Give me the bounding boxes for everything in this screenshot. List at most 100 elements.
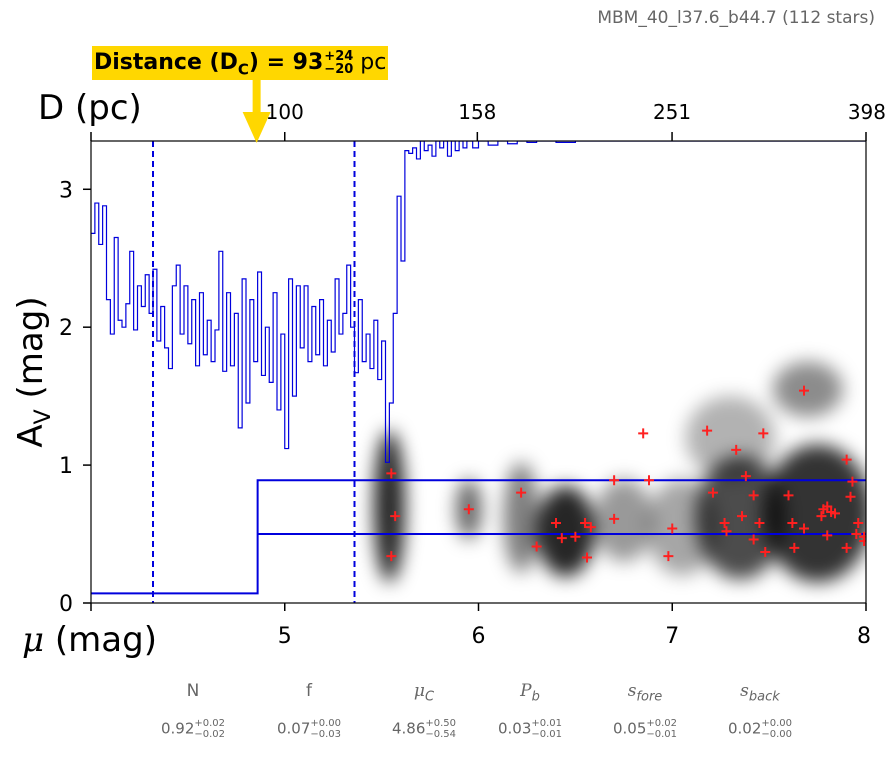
top-tick-label-2: 251 bbox=[653, 100, 691, 124]
y-tick-label-0: 0 bbox=[59, 592, 73, 617]
star-point-31 bbox=[787, 518, 798, 529]
density-blob-8 bbox=[772, 361, 843, 417]
model-upper-line bbox=[91, 479, 866, 595]
param-name: sback bbox=[740, 681, 780, 705]
step-profile bbox=[91, 141, 866, 463]
x-tick-label-6: 6 bbox=[472, 624, 486, 649]
star-point-37 bbox=[822, 501, 833, 512]
x-axis-label: μ (mag) bbox=[22, 620, 157, 660]
star-point-30 bbox=[783, 490, 794, 501]
star-point-48 bbox=[859, 531, 866, 542]
param-value: 0.05 +0.02 −0.01 bbox=[612, 718, 678, 740]
star-point-4 bbox=[516, 487, 527, 498]
param-value: 0.03 +0.01 −0.01 bbox=[497, 718, 563, 740]
y-tick-label-3: 3 bbox=[59, 178, 73, 203]
star-point-20 bbox=[719, 518, 730, 529]
top-axis-label: D (pc) bbox=[38, 88, 142, 128]
param-name: μC bbox=[413, 681, 435, 705]
distance-errors: +24 −20 bbox=[324, 50, 353, 76]
star-point-21 bbox=[721, 526, 732, 537]
param-1: f 0.07 +0.00 −0.03 bbox=[254, 678, 364, 740]
param-value: 0.02 +0.00 −0.00 bbox=[727, 718, 793, 740]
star-point-28 bbox=[758, 428, 769, 439]
star-point-16 bbox=[663, 551, 674, 562]
star-point-13 bbox=[609, 475, 620, 486]
star-point-10 bbox=[582, 552, 592, 563]
y-tick-label-2: 2 bbox=[59, 316, 73, 341]
density-blob-4 bbox=[594, 478, 654, 562]
star-point-34 bbox=[799, 523, 809, 534]
distance-value: ) = 93 bbox=[248, 50, 324, 75]
star-point-33 bbox=[799, 385, 809, 396]
param-value: 0.92 +0.02 −0.02 bbox=[160, 718, 226, 740]
x-tick-label-5: 5 bbox=[278, 624, 292, 649]
star-point-39 bbox=[822, 530, 833, 541]
top-tick-label-3: 398 bbox=[848, 100, 886, 124]
top-tick-label-0: 100 bbox=[266, 100, 304, 124]
x-tick-label-8: 8 bbox=[857, 624, 871, 649]
param-3: Pb 0.03 +0.01 −0.01 bbox=[475, 678, 585, 740]
star-point-40 bbox=[830, 508, 840, 519]
star-point-46 bbox=[853, 518, 864, 529]
param-0: N 0.92 +0.02 −0.02 bbox=[138, 678, 248, 740]
star-point-19 bbox=[707, 487, 718, 498]
param-value: 0.07 +0.00 −0.03 bbox=[276, 718, 342, 740]
star-point-17 bbox=[667, 523, 678, 534]
star-point-45 bbox=[851, 529, 862, 540]
star-point-43 bbox=[845, 491, 856, 502]
distance-label: Distance (D bbox=[94, 50, 238, 75]
star-point-0 bbox=[386, 468, 397, 479]
axes: 5 6 7 8 0 1 2 3 100 158 251 398 bbox=[59, 100, 886, 649]
density-blob-3 bbox=[536, 485, 595, 577]
star-point-6 bbox=[551, 518, 561, 529]
param-name: Pb bbox=[520, 681, 540, 705]
x-tick-label-7: 7 bbox=[665, 624, 679, 649]
y-axis-label-unit: (mag) bbox=[11, 296, 51, 409]
star-point-2 bbox=[386, 551, 397, 562]
star-point-9 bbox=[580, 518, 591, 529]
density-blob-2 bbox=[503, 462, 539, 573]
step-profile-line bbox=[91, 141, 866, 463]
distance-minus: −20 bbox=[324, 62, 354, 77]
star-point-15 bbox=[644, 475, 654, 486]
star-point-1 bbox=[390, 511, 401, 522]
density-blob-6 bbox=[695, 455, 785, 580]
star-point-29 bbox=[760, 546, 771, 557]
star-point-42 bbox=[841, 542, 852, 553]
extinction-chart: 5 6 7 8 0 1 2 3 100 158 251 398 D (pc) μ (mag) AV (… bbox=[11, 80, 886, 660]
star-point-11 bbox=[585, 522, 596, 533]
star-point-22 bbox=[731, 444, 742, 455]
distance-arrow-icon bbox=[242, 80, 271, 143]
y-tick-label-1: 1 bbox=[59, 454, 73, 479]
distance-unit: pc bbox=[360, 50, 387, 75]
star-point-3 bbox=[463, 504, 474, 515]
star-point-24 bbox=[740, 471, 751, 482]
param-name: sfore bbox=[627, 681, 663, 705]
density-blob-0 bbox=[373, 430, 406, 583]
distance-annotation: Distance (DC) = 93 +24 −20 pc bbox=[92, 46, 389, 80]
distance-subscript: C bbox=[237, 60, 249, 79]
star-point-41 bbox=[841, 454, 852, 465]
density-blob-7 bbox=[763, 444, 866, 583]
distance-range-lines bbox=[152, 141, 356, 603]
star-point-8 bbox=[570, 531, 581, 542]
y-axis-label-main: A bbox=[11, 424, 51, 447]
param-5: sback 0.02 +0.00 −0.00 bbox=[705, 678, 815, 740]
x-axis-unit: (mag) bbox=[44, 620, 157, 660]
star-point-14 bbox=[638, 428, 649, 439]
parameter-table: N 0.92 +0.02 −0.02 f 0.07 +0.00 −0.03 μC 4.86 +0.5… bbox=[140, 678, 820, 748]
y-axis-label: AV (mag) bbox=[11, 296, 56, 447]
param-name: N bbox=[186, 681, 200, 701]
star-point-27 bbox=[754, 518, 765, 529]
star-point-26 bbox=[748, 534, 759, 545]
param-2: μC 4.86 +0.50 −0.54 bbox=[369, 678, 479, 740]
distance-plus: +24 bbox=[324, 49, 354, 64]
density-blob-9 bbox=[685, 396, 776, 479]
star-point-5 bbox=[531, 541, 542, 552]
star-point-23 bbox=[737, 511, 747, 522]
star-point-25 bbox=[748, 490, 759, 501]
star-point-35 bbox=[816, 511, 827, 522]
param-value: 4.86 +0.50 −0.54 bbox=[391, 718, 457, 740]
density-map bbox=[373, 361, 866, 583]
star-point-7 bbox=[556, 533, 567, 544]
